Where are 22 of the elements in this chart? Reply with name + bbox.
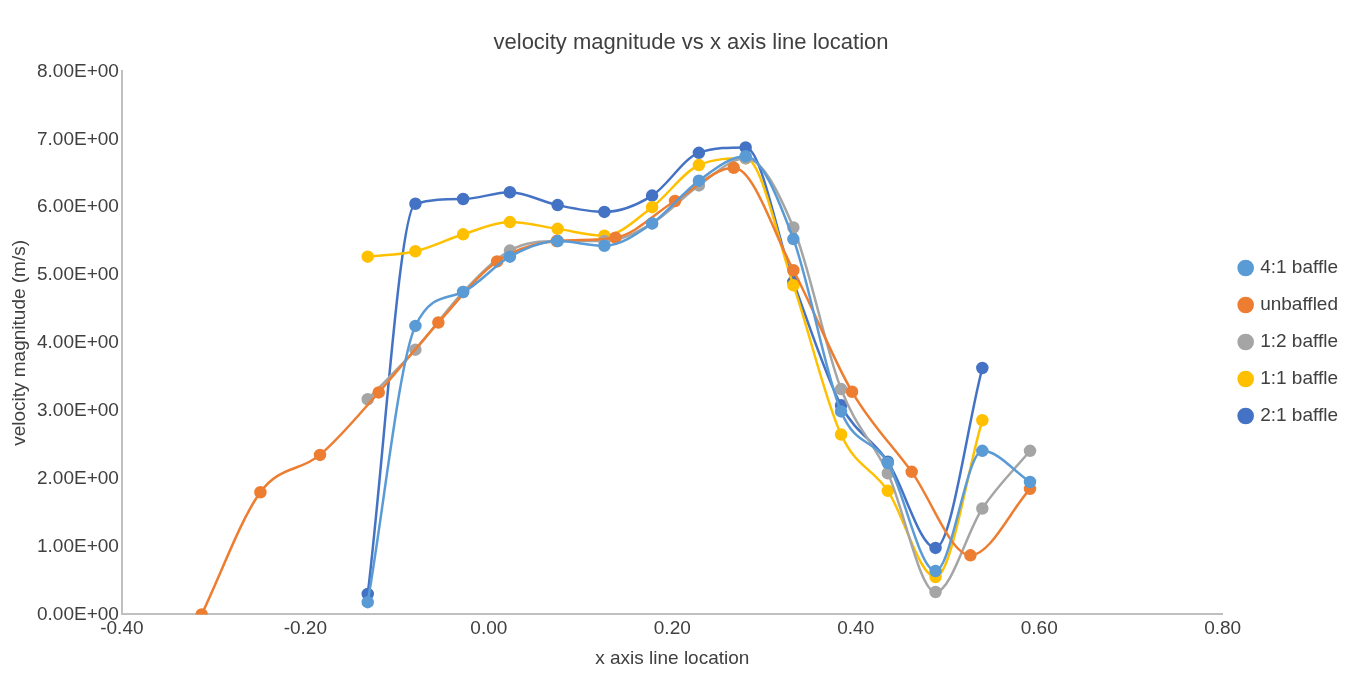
y-tick-label: 8.00E+00	[36, 59, 119, 81]
legend-label: 1:2 baffle	[1260, 330, 1338, 352]
y-tick-label: 6.00E+00	[36, 195, 119, 217]
y-tick-label: 7.00E+00	[36, 127, 119, 149]
legend-label: unbaffled	[1260, 293, 1339, 315]
y-tick-label: 2.00E+00	[36, 466, 119, 488]
y-tick-label: 4.00E+00	[36, 331, 119, 353]
x-tick-label: 0.40	[837, 617, 875, 639]
x-tick-label: 0.00	[470, 617, 508, 639]
chart-title: velocity magnitude vs x axis line location	[493, 29, 889, 55]
legend-label: 2:1 baffle	[1260, 404, 1338, 426]
x-tick-label: 0.20	[653, 617, 691, 639]
x-tick-label: -0.20	[283, 617, 327, 639]
legend-label: 1:1 baffle	[1260, 367, 1338, 389]
x-tick-label: 0.60	[1020, 617, 1058, 639]
y-axis-title: velocity magnitude (m/s)	[8, 239, 30, 446]
legend-label: 4:1 baffle	[1260, 256, 1338, 278]
x-tick-label: 0.80	[1204, 617, 1242, 639]
y-tick-label: 5.00E+00	[36, 263, 119, 285]
x-axis-title: x axis line location	[595, 646, 750, 668]
y-tick-label: 1.00E+00	[36, 534, 119, 556]
y-tick-label: 3.00E+00	[36, 399, 119, 421]
